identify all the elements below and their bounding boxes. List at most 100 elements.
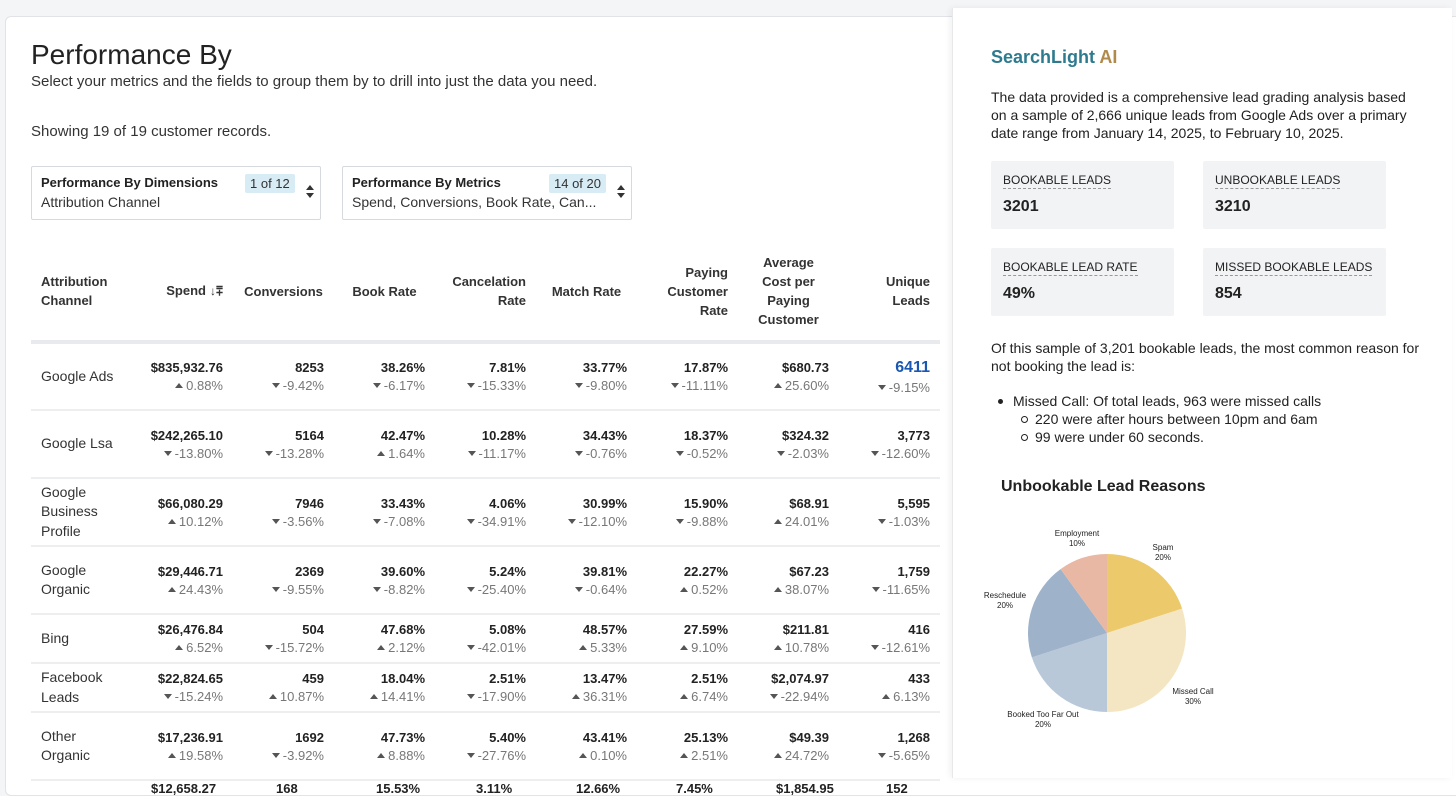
metric-cell: 1,268 -5.65% — [839, 712, 940, 781]
metric-delta: -11.65% — [849, 582, 930, 597]
metric-value: $22,824.65 — [157, 671, 223, 686]
metric-value: 47.68% — [380, 622, 425, 637]
table-row[interactable]: Google Organic $29,446.71 24.43% 2369 -9.55%… — [31, 546, 940, 615]
triangle-up-icon — [680, 645, 689, 650]
metric-delta: -9.55% — [243, 582, 324, 597]
triangle-down-icon — [466, 383, 475, 388]
pie-percent-label: 20% — [1035, 720, 1051, 729]
metric-value: 2.51% — [691, 671, 728, 686]
pie-percent-label: 30% — [1185, 697, 1201, 706]
col-header-book-rate[interactable]: Book Rate — [334, 242, 435, 344]
triangle-up-icon — [369, 694, 378, 699]
triangle-up-icon — [167, 586, 176, 592]
col-header-channel[interactable]: Attribution Channel — [31, 242, 132, 344]
searchlight-ai-panel: SearchLight AI The data provided is a co… — [952, 8, 1452, 778]
col-header-match-rate[interactable]: Match Rate — [536, 242, 637, 344]
pie-slice-booked-too-far-out — [1031, 633, 1107, 712]
pie-label: Booked Too Far Out — [1007, 710, 1079, 719]
metric-value: 168 — [276, 781, 298, 796]
bullet-under-60s: 99 were under 60 seconds. — [1020, 428, 1321, 446]
metric-cell: 43.41% 0.10% — [536, 712, 637, 781]
channel-name: Other Organic — [31, 712, 132, 781]
metric-value: 42.47% — [380, 427, 425, 443]
col-header-avg-cost[interactable]: Average Cost per Paying Customer — [738, 242, 839, 344]
page-subtitle: Select your metrics and the fields to gr… — [31, 73, 598, 90]
table-row[interactable]: Facebook Leads $22,824.65 -15.24% 459 10.87%… — [31, 663, 940, 713]
metric-value: 7.45% — [676, 781, 713, 796]
triangle-down-icon — [467, 450, 476, 456]
metric-value: 43.41% — [582, 729, 627, 745]
metric-value: 15.53% — [376, 781, 421, 796]
metric-value: 5.40% — [489, 729, 526, 745]
triangle-down-icon — [877, 752, 886, 758]
metric-delta: -15.72% — [243, 640, 324, 655]
col-header-cancelation-rate[interactable]: Cancelation Rate — [435, 242, 536, 344]
triangle-down-icon — [372, 383, 381, 388]
dimensions-select-value: Attribution Channel — [41, 194, 161, 210]
metric-value: 4.06% — [489, 495, 526, 511]
metric-delta: -9.15% — [849, 380, 930, 395]
metric-value: 33.77% — [582, 360, 627, 375]
metric-value: 7946 — [295, 495, 324, 511]
triangle-up-icon — [579, 752, 588, 758]
stat-bookable-lead-rate: BOOKABLE LEAD RATE 49% — [991, 248, 1174, 316]
metric-delta: -7.08% — [344, 514, 425, 529]
metric-delta: -0.52% — [647, 446, 728, 461]
table-row[interactable]: Bing $26,476.84 6.52% 504 -15.72% 47.68% 2.12%… — [31, 614, 940, 664]
metric-delta: -27.76% — [445, 748, 526, 763]
table-row[interactable]: Google Ads $835,932.76 0.88% 8253 -9.42% 38.2… — [31, 342, 940, 411]
triangle-up-icon — [882, 694, 891, 699]
metric-cell: $242,265.10 -13.80% — [132, 410, 233, 479]
metric-value: $72,491.62 — [1256, 781, 1322, 796]
metric-value: 25.13% — [683, 729, 728, 745]
metric-delta: -17.90% — [445, 689, 526, 704]
sort-descending-icon[interactable]: ↓⩱ — [209, 284, 223, 298]
stat-bookable-leads: BOOKABLE LEADS 3201 — [991, 161, 1174, 229]
triangle-up-icon — [268, 694, 277, 699]
metric-cell: 5164 -13.28% — [233, 410, 334, 479]
channel-name: Google Business Profile — [31, 478, 132, 547]
metric-delta: 10.78% — [748, 640, 829, 655]
triangle-down-icon — [466, 518, 475, 524]
unique-leads-link[interactable]: 6411 — [895, 358, 930, 376]
metric-cell: 2369 -9.55% — [233, 546, 334, 615]
pie-slice-employment — [1060, 554, 1107, 633]
triangle-up-icon — [773, 752, 782, 758]
metric-cell: 39.60% -8.82% — [334, 546, 435, 615]
metric-delta: 0.88% — [142, 378, 223, 393]
dimensions-select[interactable]: Performance By Dimensions Attribution Ch… — [31, 166, 321, 220]
metric-value: 504 — [302, 622, 324, 637]
col-header-paying-customer-rate[interactable]: Paying Customer Rate — [637, 242, 738, 344]
triangle-up-icon — [773, 383, 782, 388]
select-arrows-icon — [617, 185, 625, 199]
metric-value: $1,854.95 — [776, 781, 834, 796]
metric-value: 8253 — [295, 360, 324, 375]
metric-delta: -9.88% — [647, 514, 728, 529]
channel-name: Google Lsa — [31, 410, 132, 479]
metric-delta: -3.56% — [243, 514, 324, 529]
table-row[interactable]: Google Lsa $242,265.10 -13.80% 5164 -13.28% 4… — [31, 410, 940, 479]
channel-name: Facebook Leads — [31, 663, 132, 713]
table-row[interactable]: Google Business Profile $66,080.29 10.12% 7… — [31, 478, 940, 547]
metric-value: $68.91 — [789, 495, 829, 511]
metric-cell: $66,080.29 10.12% — [132, 478, 233, 547]
bullet-after-hours: 220 were after hours between 10pm and 6a… — [1020, 410, 1321, 428]
metric-value: 22.27% — [683, 563, 728, 579]
metric-cell: 22.27% 0.52% — [637, 546, 738, 615]
metric-value: $211.81 — [782, 622, 829, 637]
metric-value: $12,658.27 — [151, 781, 217, 796]
col-header-unique-leads[interactable]: Unique Leads — [839, 242, 940, 344]
metric-cell: 25.13% 2.51% — [637, 712, 738, 781]
col-header-spend[interactable]: Spend ↓⩱ — [132, 242, 233, 344]
metric-delta: -11.11% — [647, 378, 728, 393]
metric-value: 10.28% — [481, 427, 526, 443]
metrics-select[interactable]: Performance By Metrics Spend, Conversion… — [342, 166, 632, 220]
table-row[interactable]: Other Organic $17,236.91 19.58% 1692 -3.92% 4… — [31, 712, 940, 781]
pie-slice-reschedule — [1028, 569, 1107, 658]
pie-label: Employment — [1055, 529, 1100, 538]
metric-cell: 504 -15.72% — [233, 614, 334, 664]
col-header-conversions[interactable]: Conversions — [233, 242, 334, 344]
metric-cell: 5.40% -27.76% — [435, 712, 536, 781]
metric-delta: 6.74% — [647, 689, 728, 704]
